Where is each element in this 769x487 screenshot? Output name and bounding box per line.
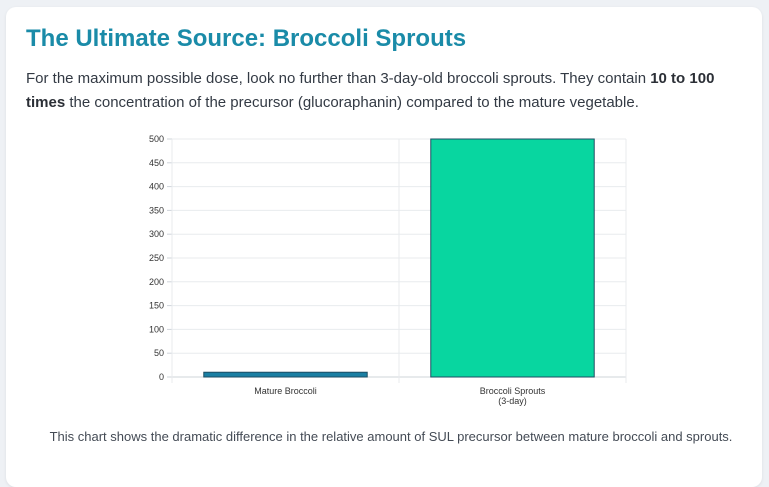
y-tick-label: 300 — [149, 229, 164, 239]
y-tick-label: 450 — [149, 158, 164, 168]
bar — [203, 371, 368, 378]
intro-text-start: For the maximum possible dose, look no f… — [26, 70, 651, 87]
section-title: The Ultimate Source: Broccoli Sprouts — [26, 25, 467, 52]
content-card: The Ultimate Source: Broccoli Sprouts Fo… — [6, 7, 762, 487]
y-tick-label: 0 — [159, 372, 164, 382]
intro-text-end: the concentration of the precursor (gluc… — [65, 94, 639, 111]
x-category-label: Mature Broccoli — [254, 386, 317, 396]
y-tick-label: 250 — [149, 253, 164, 263]
intro-paragraph: For the maximum possible dose, look no f… — [26, 67, 746, 115]
x-category-label: Broccoli Sprouts (3-day) — [480, 386, 546, 406]
y-tick-label: 350 — [149, 205, 164, 215]
y-tick-label: 200 — [149, 277, 164, 287]
y-tick-label: 150 — [149, 301, 164, 311]
y-tick-label: 50 — [154, 348, 164, 358]
bar — [430, 138, 595, 378]
y-tick-label: 400 — [149, 182, 164, 192]
intro-emphasis: 10 to 100 times — [26, 70, 715, 111]
bar-chart: 0 50 100 150 200 250 300 350 400 450 500 Mature Bro… — [149, 134, 627, 406]
chart-caption: This chart shows the dramatic difference… — [49, 429, 733, 444]
y-tick-label: 500 — [149, 134, 164, 144]
y-tick-label: 100 — [149, 324, 164, 334]
